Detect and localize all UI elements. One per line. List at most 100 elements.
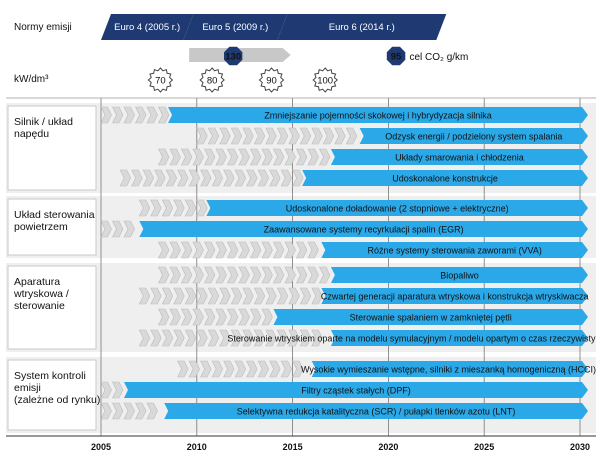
technology-row: Czwartej generacji aparatura wtryskowa i…: [138, 287, 588, 305]
section-label-box: [7, 105, 97, 191]
development-chevron: [242, 329, 254, 347]
development-chevron: [150, 199, 162, 217]
development-chevron: [180, 148, 193, 166]
development-chevron: [249, 308, 262, 326]
year-tick-label: 2030: [570, 442, 590, 452]
co2-target-value: 95: [391, 52, 402, 63]
development-chevron: [257, 169, 269, 187]
development-chevron: [100, 106, 112, 124]
co2-target-value: 130: [225, 52, 241, 63]
technology-label: Sterowanie wtryskiem oparte na modelu sy…: [227, 333, 596, 343]
development-chevron: [215, 241, 227, 259]
development-chevron: [211, 360, 223, 378]
development-chevron: [238, 241, 250, 259]
development-chevron: [100, 220, 112, 238]
year-tick-label: 2010: [187, 442, 207, 452]
development-chevron: [226, 308, 239, 326]
development-chevron: [184, 287, 197, 305]
development-chevron: [269, 360, 281, 378]
development-chevron: [219, 127, 231, 145]
development-chevron: [119, 169, 131, 187]
development-chevron: [257, 360, 269, 378]
section-label: wtryskowa /: [13, 288, 69, 300]
development-chevron: [288, 127, 300, 145]
development-chevron: [192, 308, 204, 326]
development-chevron: [226, 266, 239, 284]
development-chevron: [173, 287, 185, 305]
development-chevron: [146, 402, 158, 420]
development-chevron: [307, 266, 319, 284]
development-chevron: [131, 169, 143, 187]
development-chevron: [272, 266, 285, 284]
technology-row: Selektywna redukcja katalityczna (SCR) /…: [100, 402, 588, 420]
section-label: Silnik / układ: [14, 116, 73, 128]
power-density-value: 90: [266, 76, 277, 87]
development-chevron: [226, 241, 239, 259]
development-chevron: [169, 241, 181, 259]
development-chevron: [200, 360, 212, 378]
development-chevron: [184, 329, 197, 347]
euro-banner-shape: [101, 14, 194, 40]
development-chevron: [157, 241, 170, 259]
technology-row: Zaawansowane systemy recyrkulacji spalin…: [100, 220, 588, 238]
development-chevron: [223, 360, 235, 378]
development-chevron: [249, 148, 262, 166]
development-chevron: [203, 308, 216, 326]
technology-label: Selektywna redukcja katalityczna (SCR) /…: [237, 406, 516, 416]
co2-badge-icon: [386, 46, 406, 66]
technology-label: Wysokie wymieszanie wstępne, silniki z m…: [301, 364, 596, 374]
development-chevron: [169, 148, 181, 166]
euro-banner-label: Euro 4 (2005 r.): [114, 22, 180, 33]
development-chevron: [138, 329, 151, 347]
development-chevron: [184, 199, 197, 217]
development-chevron: [112, 106, 124, 124]
development-chevron: [180, 266, 193, 284]
technology-label: Udoskonalone doładowanie (2 stopniowe + …: [286, 203, 509, 213]
deployment-bar: [139, 221, 588, 237]
development-chevron: [196, 329, 208, 347]
development-chevron: [292, 169, 304, 187]
development-chevron: [165, 169, 177, 187]
section-label-box: [7, 198, 97, 256]
deployment-bar: [273, 309, 588, 325]
development-chevron: [253, 329, 266, 347]
development-chevron: [269, 169, 281, 187]
development-chevron: [318, 148, 331, 166]
emission-norms-label: Normy emisji: [14, 22, 72, 33]
co2-target-label: cel CO₂ g/km: [409, 52, 468, 63]
development-chevron: [188, 360, 200, 378]
development-chevron: [265, 329, 277, 347]
development-chevron: [138, 199, 151, 217]
deployment-bar: [206, 200, 588, 216]
development-chevron: [192, 241, 204, 259]
year-tick-label: 2020: [378, 442, 398, 452]
technology-label: Odzysk energii / podzielony system spala…: [385, 131, 562, 141]
development-chevron: [311, 127, 323, 145]
deployment-bar: [311, 361, 588, 377]
development-chevron: [100, 402, 112, 420]
development-chevron: [288, 287, 300, 305]
development-chevron: [207, 287, 220, 305]
development-chevron: [253, 127, 266, 145]
development-chevron: [272, 148, 285, 166]
power-density-star-icon: [312, 67, 338, 93]
development-chevron: [284, 266, 296, 284]
power-density-star-icon: [258, 67, 285, 93]
development-chevron: [158, 106, 170, 124]
development-chevron: [123, 106, 135, 124]
development-chevron: [295, 266, 308, 284]
development-chevron: [146, 106, 158, 124]
deployment-bar: [330, 267, 588, 283]
development-chevron: [265, 127, 277, 145]
development-chevron: [215, 148, 227, 166]
development-chevron: [299, 127, 312, 145]
development-chevron: [203, 241, 216, 259]
development-chevron: [272, 241, 285, 259]
deployment-bar: [321, 288, 588, 304]
development-chevron: [322, 127, 335, 145]
deployment-bar: [330, 330, 588, 346]
development-chevron: [150, 329, 162, 347]
development-chevron: [207, 127, 220, 145]
development-chevron: [112, 381, 124, 399]
development-chevron: [276, 329, 289, 347]
